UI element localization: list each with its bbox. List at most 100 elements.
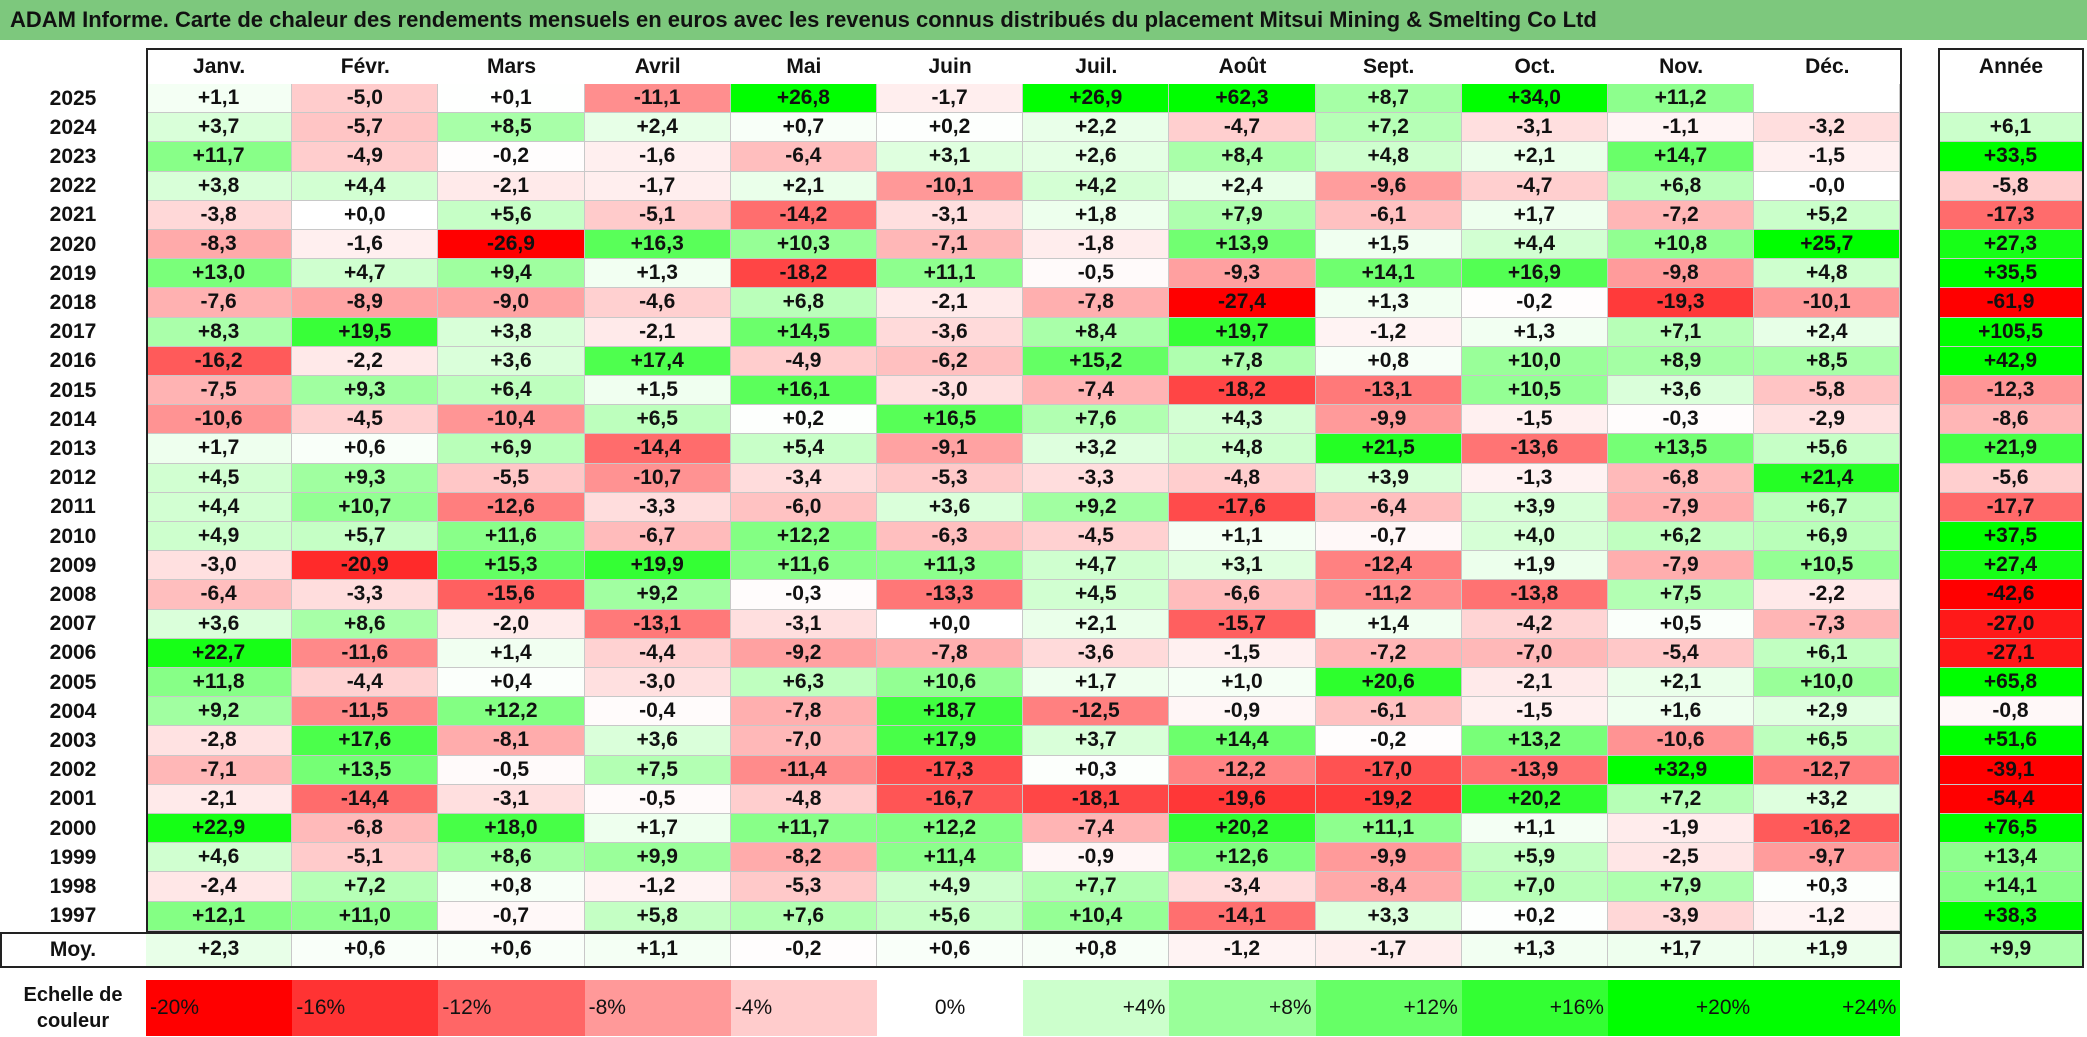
annual-cell: -12,3 bbox=[1938, 376, 2084, 406]
annual-cell: -39,1 bbox=[1938, 755, 2084, 785]
legend-swatch: +12% bbox=[1315, 980, 1462, 1036]
heatmap-cell: -3,3 bbox=[292, 580, 439, 610]
heatmap-cell: -0,0 bbox=[1754, 171, 1901, 201]
heatmap-cell: -3,6 bbox=[877, 317, 1024, 347]
heatmap-cell: +7,2 bbox=[1315, 113, 1462, 143]
heatmap-cell: +1,1 bbox=[1169, 522, 1316, 552]
average-cell: -1,7 bbox=[1315, 932, 1462, 967]
year-label: 2005 bbox=[49, 670, 97, 694]
heatmap-cell: -2,0 bbox=[438, 609, 585, 639]
heatmap-cell: -13,9 bbox=[1461, 755, 1608, 785]
heatmap-cell: +9,3 bbox=[292, 376, 439, 406]
annual-cell: +38,3 bbox=[1938, 901, 2084, 931]
legend-label-line1: Echelle de bbox=[23, 984, 123, 1006]
heatmap-cell: +18,0 bbox=[438, 814, 585, 844]
legend-label-line2: couleur bbox=[36, 1010, 110, 1032]
heatmap-cell: -6,1 bbox=[1315, 697, 1462, 727]
heatmap-cell: +0,3 bbox=[1754, 872, 1901, 902]
heatmap-cell: +9,4 bbox=[438, 259, 585, 289]
heatmap-cell: -12,6 bbox=[438, 492, 585, 522]
month-header: Févr. bbox=[340, 55, 390, 78]
heatmap-cell: +4,5 bbox=[1023, 580, 1170, 610]
year-label: 2024 bbox=[49, 115, 97, 139]
heatmap-cell: +2,4 bbox=[1754, 317, 1901, 347]
heatmap-cell: +18,7 bbox=[877, 697, 1024, 727]
year-label: 2007 bbox=[49, 612, 97, 636]
year-label: 2000 bbox=[49, 816, 97, 840]
heatmap-cell: -9,1 bbox=[877, 434, 1024, 464]
annual-cell: -27,0 bbox=[1938, 609, 2084, 639]
heatmap-cell: +3,8 bbox=[146, 171, 293, 201]
heatmap-cell: +6,3 bbox=[730, 668, 877, 698]
heatmap-cell: +1,1 bbox=[1461, 814, 1608, 844]
heatmap-cell: +21,4 bbox=[1754, 463, 1901, 493]
annual-cell: +27,3 bbox=[1938, 230, 2084, 260]
heatmap-cell: +9,3 bbox=[292, 463, 439, 493]
heatmap-cell: +5,8 bbox=[584, 901, 731, 931]
heatmap-cell: +20,2 bbox=[1461, 784, 1608, 814]
heatmap-cell: -9,8 bbox=[1608, 259, 1755, 289]
heatmap-cell: +12,2 bbox=[438, 697, 585, 727]
heatmap-cell: +9,2 bbox=[146, 697, 293, 727]
heatmap-cell: +3,7 bbox=[1023, 726, 1170, 756]
heatmap-cell: -1,2 bbox=[584, 872, 731, 902]
heatmap-cell: -9,0 bbox=[438, 288, 585, 318]
annual-cell: -54,4 bbox=[1938, 784, 2084, 814]
heatmap-cell: -0,3 bbox=[1608, 405, 1755, 435]
heatmap-cell: +8,3 bbox=[146, 317, 293, 347]
heatmap-cell: +4,9 bbox=[877, 872, 1024, 902]
heatmap-cell: -3,1 bbox=[877, 200, 1024, 230]
heatmap-cell: -2,2 bbox=[292, 346, 439, 376]
heatmap-cell: +21,5 bbox=[1315, 434, 1462, 464]
heatmap-cell: -8,9 bbox=[292, 288, 439, 318]
heatmap-cell: -14,4 bbox=[584, 434, 731, 464]
legend-label: Echelle de couleur bbox=[0, 982, 146, 1034]
heatmap-cell: +4,7 bbox=[1023, 551, 1170, 581]
heatmap-cell: +7,7 bbox=[1023, 872, 1170, 902]
annual-cell: +6,1 bbox=[1938, 113, 2084, 143]
heatmap-cell: +3,6 bbox=[584, 726, 731, 756]
heatmap-cell: -6,7 bbox=[584, 522, 731, 552]
annual-cell: +14,1 bbox=[1938, 872, 2084, 902]
heatmap-cell: -6,8 bbox=[292, 814, 439, 844]
heatmap-cell: +16,5 bbox=[877, 405, 1024, 435]
month-header: Oct. bbox=[1514, 55, 1556, 78]
heatmap-cell: -3,0 bbox=[877, 376, 1024, 406]
heatmap-cell: -4,2 bbox=[1461, 609, 1608, 639]
heatmap-cell: -7,2 bbox=[1315, 638, 1462, 668]
heatmap-cell: +62,3 bbox=[1169, 84, 1316, 114]
heatmap-cell: -3,0 bbox=[146, 551, 293, 581]
heatmap-cell: -9,9 bbox=[1315, 843, 1462, 873]
year-label: 2017 bbox=[49, 320, 97, 344]
annual-cell bbox=[1938, 84, 2084, 114]
heatmap-cell: -4,7 bbox=[1461, 171, 1608, 201]
heatmap-cell: -17,6 bbox=[1169, 492, 1316, 522]
month-header: Mars bbox=[486, 55, 536, 78]
annual-cell: -42,6 bbox=[1938, 580, 2084, 610]
heatmap-cell: +10,7 bbox=[292, 492, 439, 522]
annual-cell: +65,8 bbox=[1938, 668, 2084, 698]
heatmap-cell: +19,9 bbox=[584, 551, 731, 581]
annual-cell: +21,9 bbox=[1938, 434, 2084, 464]
heatmap-cell: +1,7 bbox=[1461, 200, 1608, 230]
heatmap-cell: -11,4 bbox=[730, 755, 877, 785]
heatmap-cell: +17,9 bbox=[877, 726, 1024, 756]
heatmap-cell: +1,4 bbox=[438, 638, 585, 668]
heatmap-cell: +22,7 bbox=[146, 638, 293, 668]
heatmap-cell: +7,0 bbox=[1461, 872, 1608, 902]
heatmap-cell: -0,9 bbox=[1023, 843, 1170, 873]
annual-cell: +37,5 bbox=[1938, 522, 2084, 552]
heatmap-cell: +13,9 bbox=[1169, 230, 1316, 260]
heatmap-cell: +1,8 bbox=[1023, 200, 1170, 230]
heatmap-cell: +16,1 bbox=[730, 376, 877, 406]
heatmap-cell: -6,1 bbox=[1315, 200, 1462, 230]
heatmap-cell: +4,0 bbox=[1461, 522, 1608, 552]
heatmap-cell: -4,6 bbox=[584, 288, 731, 318]
average-cell: +1,1 bbox=[584, 932, 731, 967]
heatmap-cell: -2,8 bbox=[146, 726, 293, 756]
average-cell: +0,6 bbox=[438, 932, 585, 967]
heatmap-cell: +22,9 bbox=[146, 814, 293, 844]
heatmap-cell: +7,9 bbox=[1169, 200, 1316, 230]
year-label: 2008 bbox=[49, 582, 97, 606]
